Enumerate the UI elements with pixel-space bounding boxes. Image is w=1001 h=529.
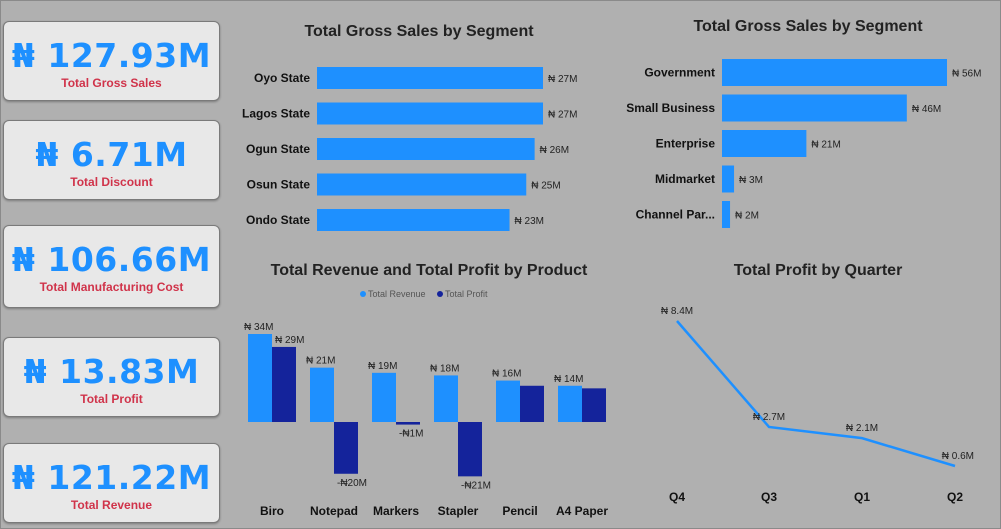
chart-1-bar[interactable]	[722, 130, 807, 157]
chart-2-data-label: ₦ 34M	[244, 322, 273, 333]
chart-2-bar-revenue[interactable]	[310, 367, 334, 422]
chart-1-data-label: ₦ 2M	[735, 211, 759, 222]
chart-2-bar-revenue[interactable]	[558, 385, 582, 422]
chart-1-data-label: ₦ 56M	[952, 69, 981, 80]
chart-0-category-label: Ogun State	[246, 142, 310, 156]
kpi-card-revenue[interactable]: ₦ 121.22M Total Revenue	[3, 443, 220, 523]
chart-0-data-label: ₦ 27M	[548, 74, 577, 85]
chart-2-bar-profit[interactable]	[582, 388, 606, 422]
kpi-label: Total Revenue	[70, 498, 153, 512]
chart-1-bar[interactable]	[722, 165, 735, 193]
chart-2-data-label: ₦ 14M	[554, 374, 583, 385]
chart-2-category-label: Pencil	[502, 504, 537, 518]
chart-3-category-label: Q1	[854, 490, 870, 504]
chart-0-category-label: Ondo State	[246, 213, 310, 227]
chart-2-bar-profit[interactable]	[396, 422, 420, 425]
chart-2-category-label: Biro	[260, 504, 284, 518]
chart-0-bar[interactable]	[317, 209, 510, 231]
legend-marker-profit	[437, 291, 443, 297]
kpi-value: ₦ 6.71M	[35, 135, 188, 174]
chart-3-category-label: Q4	[669, 490, 685, 504]
chart-2-bar-profit[interactable]	[334, 422, 358, 474]
chart-2-bar-revenue[interactable]	[434, 375, 458, 422]
chart-2-category-label: Stapler	[438, 504, 479, 518]
chart-2-category-label: A4 Paper	[556, 504, 608, 518]
kpi-value: ₦ 106.66M	[11, 240, 212, 279]
chart-2-bar-profit[interactable]	[272, 346, 296, 422]
chart-1-category-label: Small Business	[626, 101, 715, 115]
legend-label-revenue: Total Revenue	[368, 289, 426, 299]
chart-0-bar[interactable]	[317, 102, 543, 125]
chart-1-title: Total Gross Sales by Segment	[693, 18, 923, 35]
kpi-value: ₦ 121.22M	[11, 458, 212, 497]
kpi-card-profit[interactable]: ₦ 13.83M Total Profit	[3, 337, 220, 417]
chart-0-category-label: Lagos State	[242, 107, 310, 121]
chart-3-series-line[interactable]	[676, 320, 956, 468]
chart-2-bar-profit[interactable]	[520, 385, 544, 422]
chart-2-data-label: ₦ 16M	[492, 369, 521, 380]
chart-1-category-label: Midmarket	[655, 172, 715, 186]
chart-2-bar-revenue[interactable]	[496, 380, 520, 422]
chart-3-category-label: Q3	[761, 490, 777, 504]
chart-3-data-label: ₦ 2.7M	[753, 412, 785, 423]
chart-2-data-label: ₦ 29M	[275, 335, 304, 346]
kpi-label: Total Manufacturing Cost	[39, 280, 184, 294]
chart-2-data-label: ₦ 21M	[306, 356, 335, 367]
chart-0-data-label: ₦ 25M	[531, 181, 560, 192]
chart-2-category-label: Notepad	[310, 504, 358, 518]
chart-3-data-label: ₦ 2.1M	[846, 423, 878, 434]
chart-1-data-label: ₦ 21M	[811, 140, 840, 151]
kpi-label: Total Gross Sales	[61, 76, 162, 90]
chart-2-data-label: -₦1M	[399, 429, 423, 440]
chart-2-category-label: Markers	[373, 504, 419, 518]
chart-1-data-label: ₦ 46M	[912, 104, 941, 115]
chart-0-data-label: ₦ 27M	[548, 110, 577, 121]
chart-0-bar[interactable]	[317, 138, 535, 160]
chart-1-bar[interactable]	[722, 59, 947, 86]
chart-3-title: Total Profit by Quarter	[734, 262, 903, 279]
chart-3-data-label: ₦ 0.6M	[942, 451, 974, 462]
chart-0-title: Total Gross Sales by Segment	[304, 23, 534, 40]
kpi-label: Total Discount	[70, 175, 153, 189]
chart-1-category-label: Enterprise	[656, 137, 716, 151]
chart-2-data-label: -₦21M	[461, 480, 491, 491]
chart-1-category-label: Channel Par...	[636, 208, 715, 222]
legend-label-profit: Total Profit	[445, 289, 488, 299]
chart-1-bar[interactable]	[722, 94, 907, 122]
chart-0-category-label: Oyo State	[254, 71, 310, 85]
chart-2-title: Total Revenue and Total Profit by Produc…	[271, 262, 588, 279]
chart-1-category-label: Government	[644, 66, 715, 80]
kpi-card-manufacturing-cost[interactable]: ₦ 106.66M Total Manufacturing Cost	[3, 225, 220, 308]
kpi-card-discount[interactable]: ₦ 6.71M Total Discount	[3, 120, 220, 200]
kpi-label: Total Profit	[80, 392, 143, 406]
chart-1-bar[interactable]	[722, 201, 731, 228]
chart-2-bar-profit[interactable]	[458, 422, 482, 477]
chart-3-data-label: ₦ 8.4M	[661, 306, 693, 317]
chart-2-bar-revenue[interactable]	[248, 334, 272, 422]
chart-0-category-label: Osun State	[247, 178, 311, 192]
chart-2-bar-revenue[interactable]	[372, 372, 396, 422]
legend-marker-revenue	[360, 291, 366, 297]
chart-2-data-label: ₦ 18M	[430, 363, 459, 374]
kpi-value: ₦ 13.83M	[23, 352, 200, 391]
chart-3-category-label: Q2	[947, 490, 963, 504]
chart-0-bar[interactable]	[317, 67, 543, 89]
chart-2-data-label: -₦20M	[337, 478, 367, 489]
chart-1-data-label: ₦ 3M	[739, 175, 763, 186]
kpi-value: ₦ 127.93M	[11, 36, 212, 75]
chart-0-bar[interactable]	[317, 173, 527, 196]
kpi-card-gross-sales[interactable]: ₦ 127.93M Total Gross Sales	[3, 21, 220, 101]
chart-0-data-label: ₦ 26M	[540, 145, 569, 156]
chart-0-data-label: ₦ 23M	[515, 216, 544, 227]
chart-2-data-label: ₦ 19M	[368, 361, 397, 372]
